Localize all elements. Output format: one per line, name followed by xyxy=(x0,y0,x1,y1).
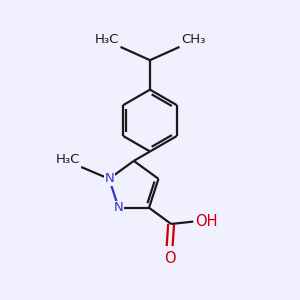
Text: OH: OH xyxy=(195,214,217,229)
Text: N: N xyxy=(104,172,114,185)
Text: H₃C: H₃C xyxy=(95,33,119,46)
Text: H₃C: H₃C xyxy=(55,153,80,166)
Text: CH₃: CH₃ xyxy=(181,33,205,46)
Text: O: O xyxy=(164,251,176,266)
Text: N: N xyxy=(114,201,124,214)
